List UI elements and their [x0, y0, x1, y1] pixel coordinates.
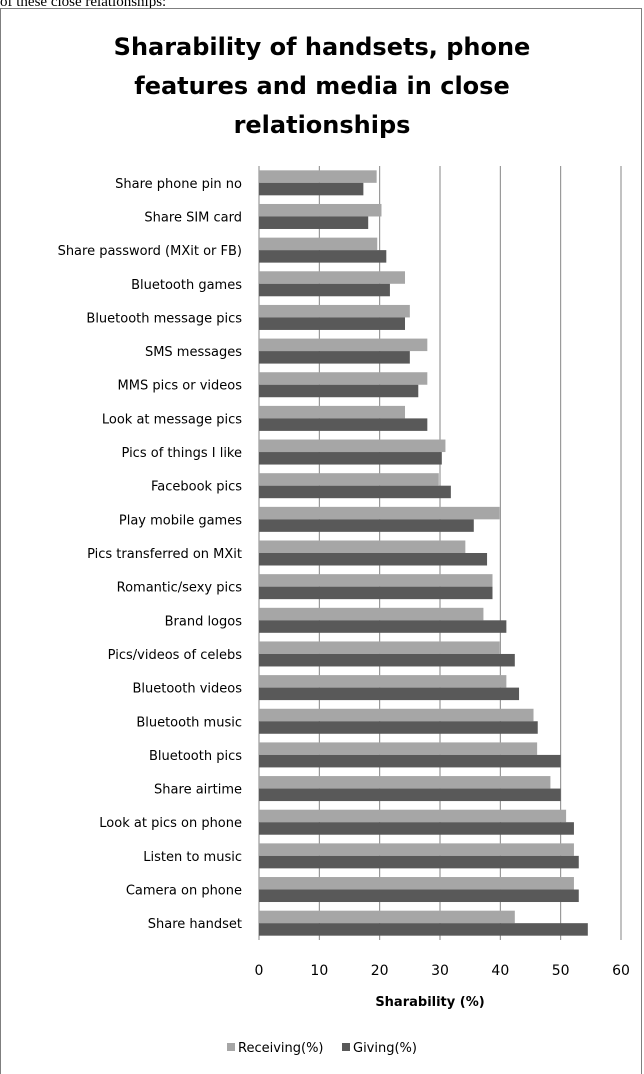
bar-giving	[259, 216, 369, 229]
chart-frame	[0, 8, 642, 1074]
category-label: Bluetooth message pics	[86, 311, 242, 326]
category-label: Share SIM card	[144, 210, 242, 225]
category-label: Share password (MXit or FB)	[58, 244, 242, 259]
bar-receiving	[259, 439, 446, 453]
legend-swatch-receiving	[227, 1043, 235, 1051]
bar-giving	[259, 721, 538, 734]
bar-receiving	[259, 742, 538, 755]
bar-receiving	[259, 910, 515, 924]
category-label: Bluetooth pics	[149, 749, 242, 764]
bar-giving	[259, 855, 579, 869]
category-label: Bluetooth games	[131, 278, 242, 293]
bar-giving	[259, 418, 428, 431]
bar-giving	[259, 620, 507, 633]
x-tick-label: 20	[371, 963, 389, 979]
category-label: Facebook pics	[151, 480, 242, 495]
bar-giving	[259, 250, 387, 263]
x-tick-label: 40	[491, 963, 509, 979]
bar-giving	[259, 283, 390, 297]
bar-receiving	[259, 574, 493, 587]
bar-giving	[259, 889, 579, 903]
category-label: Play mobile games	[119, 513, 242, 528]
category-label: Share phone pin no	[115, 177, 242, 192]
bar-giving	[259, 788, 561, 802]
legend-label-giving: Giving(%)	[353, 1041, 417, 1056]
category-label: SMS messages	[145, 345, 242, 360]
chart-title-line: relationships	[233, 111, 411, 139]
category-label: Camera on phone	[126, 884, 242, 899]
x-tick-label: 60	[612, 963, 630, 979]
bar-receiving	[259, 607, 484, 621]
x-axis-title: Sharability (%)	[375, 995, 484, 1010]
bar-giving	[259, 351, 410, 364]
x-tick-label: 30	[431, 963, 449, 979]
x-tick-label: 50	[552, 963, 570, 979]
bar-receiving	[259, 843, 574, 856]
category-label: Bluetooth videos	[132, 682, 242, 697]
bar-receiving	[259, 675, 507, 688]
bar-giving	[259, 754, 561, 768]
bar-receiving	[259, 473, 439, 486]
bar-giving	[259, 182, 364, 196]
bar-receiving	[259, 338, 428, 352]
bar-receiving	[259, 203, 382, 217]
chart-title: Sharability of handsets, phone features …	[20, 28, 624, 145]
bar-receiving	[259, 405, 406, 419]
bar-giving	[259, 923, 588, 936]
category-label: MMS pics or videos	[118, 379, 243, 394]
bar-giving	[259, 519, 474, 532]
bar-giving	[259, 452, 442, 465]
bar-giving	[259, 553, 488, 566]
bar-receiving	[259, 708, 534, 722]
legend-label-receiving: Receiving(%)	[238, 1041, 324, 1056]
bar-receiving	[259, 540, 466, 553]
category-label: Listen to music	[143, 850, 242, 865]
category-label: Look at pics on phone	[99, 816, 242, 831]
bar-receiving	[259, 506, 500, 520]
bar-giving	[259, 822, 574, 835]
category-label: Share airtime	[154, 783, 242, 798]
bar-giving	[259, 317, 406, 330]
bar-receiving	[259, 641, 500, 654]
bar-giving	[259, 687, 520, 701]
bar-giving	[259, 653, 515, 667]
category-label: Bluetooth music	[136, 715, 242, 730]
bar-receiving	[259, 271, 406, 284]
bar-giving	[259, 384, 419, 398]
bar-receiving	[259, 170, 377, 183]
x-tick-label: 10	[310, 963, 328, 979]
bar-receiving	[259, 304, 410, 318]
bar-receiving	[259, 776, 551, 789]
chart-title-line: features and media in close	[134, 72, 510, 100]
category-label: Pics of things I like	[122, 446, 242, 461]
legend-swatch-giving	[342, 1043, 350, 1051]
x-tick-label: 0	[255, 963, 264, 979]
category-label: Share handset	[148, 917, 242, 932]
bar-receiving	[259, 809, 567, 823]
chart-title-line: Sharability of handsets, phone	[113, 33, 531, 61]
category-label: Romantic/sexy pics	[117, 581, 243, 596]
preceding-body-text: of these close relationships:	[0, 0, 167, 10]
category-label: Brand logos	[165, 614, 243, 629]
category-label: Pics/videos of celebs	[108, 648, 243, 663]
bar-receiving	[259, 877, 574, 890]
bar-giving	[259, 485, 451, 499]
bar-giving	[259, 586, 493, 600]
category-label: Look at message pics	[102, 412, 242, 427]
bar-receiving	[259, 372, 428, 385]
bar-receiving	[259, 237, 378, 251]
category-label: Pics transferred on MXit	[87, 547, 242, 562]
